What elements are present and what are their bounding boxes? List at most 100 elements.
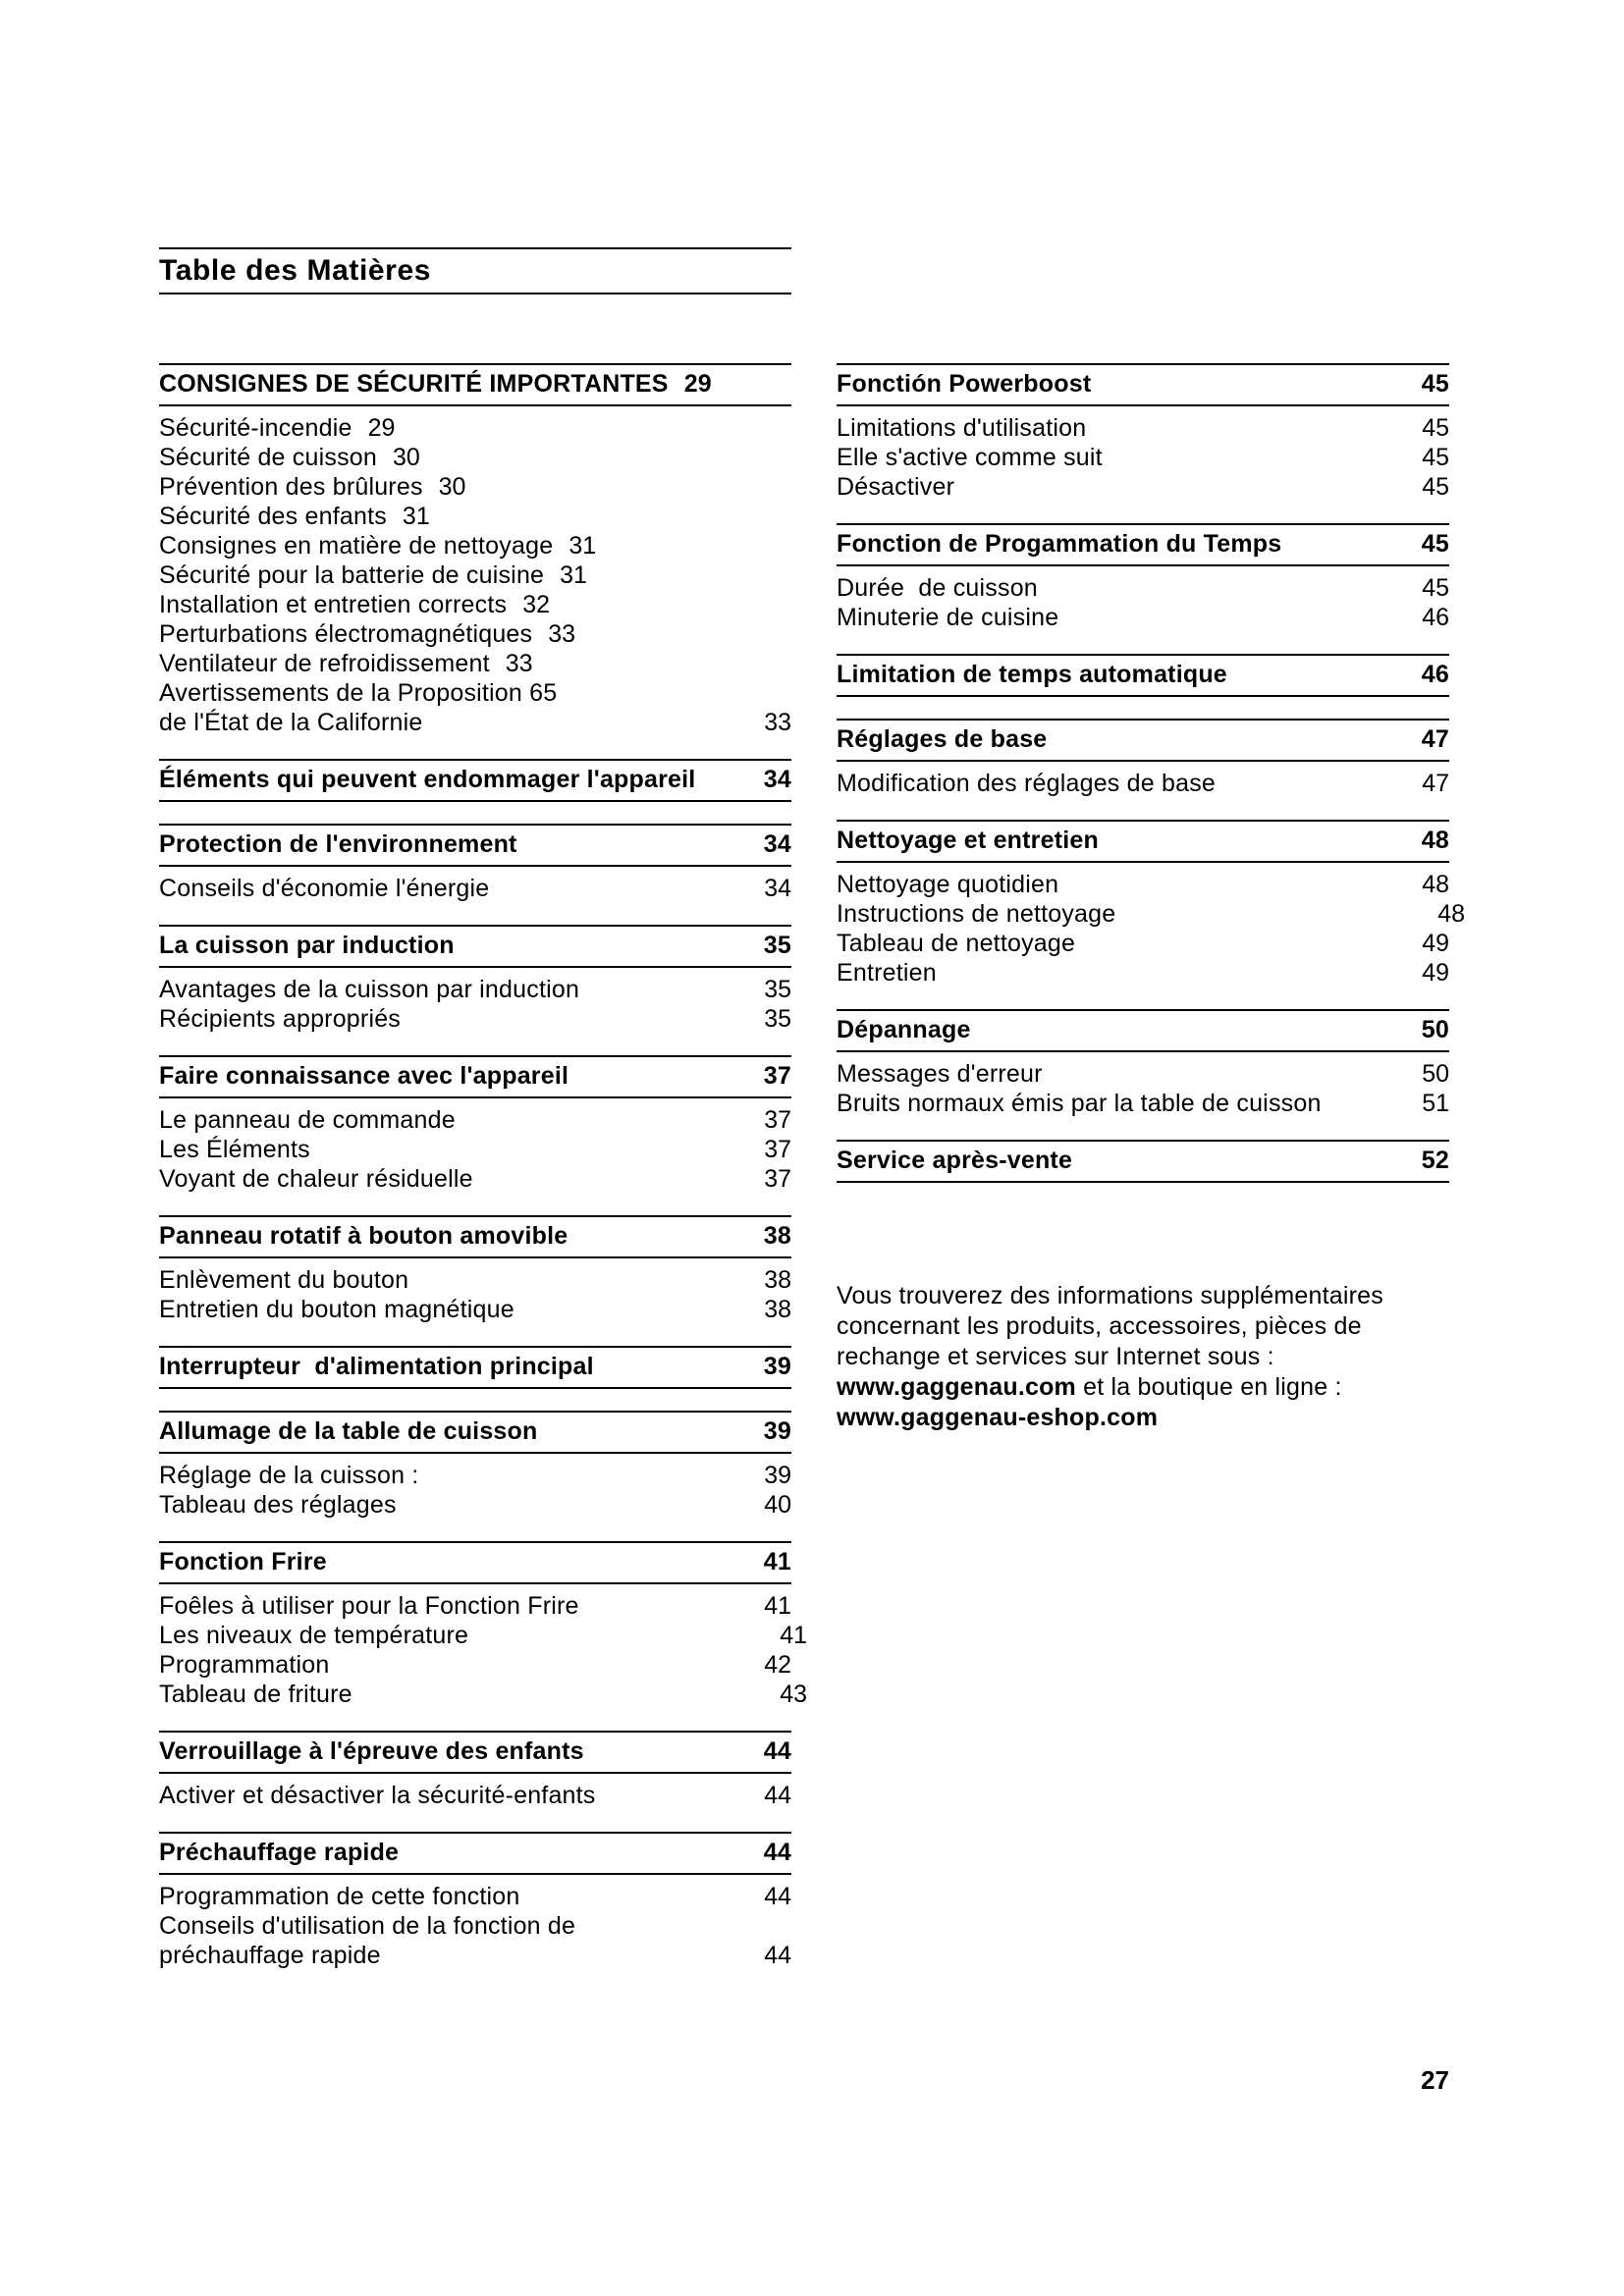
toc-entry-page: 49 bbox=[1422, 959, 1449, 987]
toc-entry: Récipients appropriés 35 bbox=[159, 1004, 791, 1034]
section-heading-label: Fonction Frire bbox=[159, 1548, 327, 1575]
toc-entry-page: 32 bbox=[522, 591, 551, 618]
toc-entry-label: Conseils d'économie l'énergie bbox=[159, 875, 490, 902]
toc-entry-page: 37 bbox=[764, 1165, 791, 1193]
toc-entry-label: Bruits normaux émis par la table de cuis… bbox=[837, 1090, 1322, 1117]
toc-entry-label: Sécurité de cuisson bbox=[159, 444, 377, 471]
toc-entry: Elle s'active comme suit 45 bbox=[837, 443, 1449, 472]
section-heading: Préchauffage rapide 44 bbox=[159, 1832, 791, 1875]
section-heading-label: Réglages de base bbox=[837, 725, 1048, 753]
toc-entry-label: Messages d'erreur bbox=[837, 1060, 1043, 1088]
info-text: Vous trouverez des informations suppléme… bbox=[837, 1282, 1383, 1370]
toc-entry-page: 30 bbox=[392, 444, 420, 471]
section-heading: Réglages de base 47 bbox=[837, 719, 1449, 762]
toc-entry: Réglage de la cuisson : 39 bbox=[159, 1461, 791, 1490]
toc-entry-label: Foêles à utiliser pour la Fonction Frire bbox=[159, 1592, 579, 1620]
toc-entry-label: Modification des réglages de base bbox=[837, 770, 1217, 797]
toc-entry: de l'État de la Californie 33 bbox=[159, 708, 791, 737]
toc-entry-label: Installation et entretien corrects bbox=[159, 591, 508, 618]
toc-entry-label: Consignes en matière de nettoyage bbox=[159, 532, 554, 560]
section-heading-label: Limitation de temps automatique bbox=[837, 661, 1227, 688]
toc-entry: Désactiver 45 bbox=[837, 472, 1449, 502]
toc-entry: Entretien du bouton magnétique 38 bbox=[159, 1295, 791, 1324]
toc-entry-page: 33 bbox=[548, 620, 576, 648]
toc-entry-label: préchauffage rapide bbox=[159, 1942, 381, 1969]
section-heading-page: 39 bbox=[763, 1417, 791, 1445]
page-number: 27 bbox=[1421, 2065, 1449, 2095]
section-heading-page: 34 bbox=[763, 766, 791, 793]
toc-entry-page: 46 bbox=[1422, 604, 1449, 631]
section-entries: Programmation de cette fonction 44 Conseil… bbox=[159, 1875, 791, 1970]
section-heading-label: Protection de l'environnement bbox=[159, 830, 517, 858]
toc-entry-page: 35 bbox=[764, 976, 791, 1003]
toc-entry: Conseils d'économie l'énergie 34 bbox=[159, 874, 791, 903]
toc-entry: préchauffage rapide 44 bbox=[159, 1941, 791, 1970]
toc-entry: Minuterie de cuisine 46 bbox=[837, 603, 1449, 632]
toc-entry-page: 45 bbox=[1422, 444, 1449, 471]
section-entries: Avantages de la cuisson par induction 35 R… bbox=[159, 968, 791, 1034]
toc-entry-label: Tableau de nettoyage bbox=[837, 930, 1076, 957]
toc-section: Protection de l'environnement 34 Conseils … bbox=[159, 824, 791, 903]
toc-entry-label: Sécurité des enfants bbox=[159, 503, 387, 530]
toc-section: Panneau rotatif à bouton amovible 38 Enlèv… bbox=[159, 1215, 791, 1324]
section-heading-page: 35 bbox=[763, 932, 791, 959]
toc-entry-page: 41 bbox=[780, 1622, 807, 1649]
section-heading-label: Préchauffage rapide bbox=[159, 1839, 400, 1866]
section-heading-page: 45 bbox=[1421, 530, 1449, 558]
toc-entry: Avertissements de la Proposition 65 bbox=[159, 678, 791, 708]
section-heading-label: Allumage de la table de cuisson bbox=[159, 1417, 538, 1445]
toc-entry-label: Perturbations électromagnétiques bbox=[159, 620, 533, 648]
section-heading-label: Faire connaissance avec l'appareil bbox=[159, 1062, 569, 1090]
toc-entry-label: Instructions de nettoyage bbox=[837, 900, 1116, 928]
page-title: Table des Matières bbox=[159, 254, 432, 287]
toc-section: CONSIGNES DE SÉCURITÉ IMPORTANTES 29 Sécur… bbox=[159, 363, 791, 737]
toc-entry: Sécurité de cuisson 30 bbox=[159, 443, 791, 472]
toc-entry-label: Limitations d'utilisation bbox=[837, 414, 1087, 442]
toc-section: Verrouillage à l'épreuve des enfants 44 Ac… bbox=[159, 1731, 791, 1810]
toc-entry: Entretien 49 bbox=[837, 958, 1449, 988]
section-heading-page: 41 bbox=[763, 1548, 791, 1575]
toc-entry-label: Conseils d'utilisation de la fonction de bbox=[159, 1912, 576, 1940]
section-entries: Sécurité-incendie 29 Sécurité de cuisson 30… bbox=[159, 406, 791, 737]
section-entries: Durée de cuisson 45 Minuterie de cuisine 46 bbox=[837, 566, 1449, 632]
toc-entry-label: Tableau des réglages bbox=[159, 1491, 397, 1519]
section-heading: La cuisson par induction 35 bbox=[159, 925, 791, 968]
toc-entry-label: Désactiver bbox=[837, 473, 955, 501]
toc-entry: Perturbations électromagnétiques 33 bbox=[159, 619, 791, 649]
section-heading-page: 48 bbox=[1421, 827, 1449, 854]
section-entries: Le panneau de commande 37 Les Éléments 37 Vo… bbox=[159, 1098, 791, 1194]
toc-entry-page: 34 bbox=[764, 875, 791, 902]
section-heading: Fonction de Progammation du Temps 45 bbox=[837, 523, 1449, 566]
section-heading-label: Nettoyage et entretien bbox=[837, 827, 1099, 854]
toc-entry: Sécurité-incendie 29 bbox=[159, 413, 791, 443]
toc-entry: Installation et entretien corrects 32 bbox=[159, 590, 791, 619]
toc-entry-label: Programmation de cette fonction bbox=[159, 1883, 520, 1910]
toc-entry: Limitations d'utilisation 45 bbox=[837, 413, 1449, 443]
toc-entry-page: 40 bbox=[764, 1491, 791, 1519]
section-entries: Réglage de la cuisson :39 Tableau des rég… bbox=[159, 1454, 791, 1520]
toc-entry-label: Entretien du bouton magnétique bbox=[159, 1296, 514, 1323]
section-heading-page: 50 bbox=[1421, 1016, 1449, 1043]
toc-section: Fonction de Progammation du Temps 45 Durée… bbox=[837, 523, 1449, 632]
toc-section: Réglages de base 47 Modification des régla… bbox=[837, 719, 1449, 798]
section-heading-label: Verrouillage à l'épreuve des enfants bbox=[159, 1737, 584, 1765]
toc-entry-page: 51 bbox=[1422, 1090, 1449, 1117]
toc-entry-label: Nettoyage quotidien bbox=[837, 871, 1059, 898]
toc-entry-page: 31 bbox=[402, 503, 430, 530]
toc-entry: Sécurité des enfants 31 bbox=[159, 502, 791, 531]
section-heading-page: 29 bbox=[683, 370, 712, 398]
section-heading: Protection de l'environnement 34 bbox=[159, 824, 791, 867]
toc-entry-page: 31 bbox=[568, 532, 597, 560]
info-url-text: www.gaggenau.com bbox=[837, 1373, 1076, 1401]
section-entries: Enlèvement du bouton 38 Entretien du bouto… bbox=[159, 1258, 791, 1324]
toc-entry: Le panneau de commande 37 bbox=[159, 1105, 791, 1135]
section-heading-page: 44 bbox=[763, 1839, 791, 1866]
toc-entry-page: 41 bbox=[764, 1592, 791, 1620]
toc-entry-label: Durée de cuisson bbox=[837, 574, 1038, 602]
toc-entry-label: Les niveaux de température bbox=[159, 1622, 469, 1649]
info-url-text: www.gaggenau-eshop.com bbox=[837, 1404, 1159, 1431]
toc-entry-label: Tableau de friture bbox=[159, 1681, 352, 1708]
toc-section: Fonctión Powerboost 45 Limitations d'utili… bbox=[837, 363, 1449, 502]
toc-entry-label: Enlèvement du bouton bbox=[159, 1266, 409, 1294]
section-heading-page: 44 bbox=[763, 1737, 791, 1765]
